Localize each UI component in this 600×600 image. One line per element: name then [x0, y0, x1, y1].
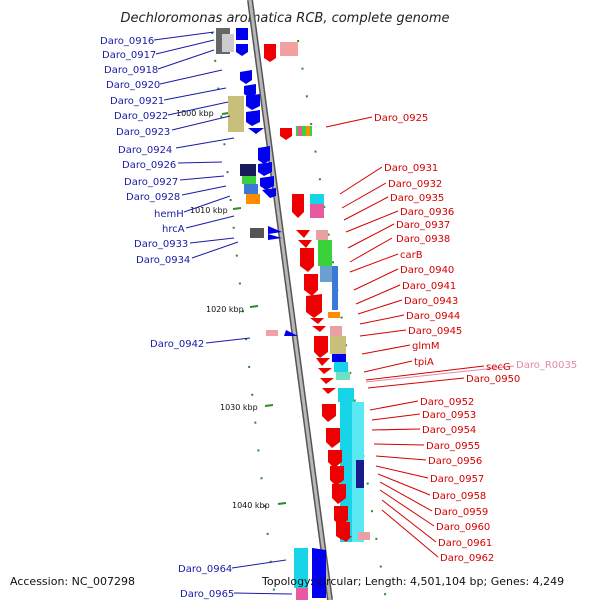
ruler-label-1040: 1040 kbp [232, 501, 270, 510]
gene-label[interactable]: Daro_0917 [102, 50, 156, 61]
gene-label[interactable]: Daro_0925 [374, 113, 428, 124]
forward-genes [216, 28, 326, 600]
right-leaders [325, 116, 485, 558]
ruler-tick-1030: 1030 kbp [220, 403, 274, 412]
gene-label[interactable]: Daro_0931 [384, 163, 438, 174]
rna-leader [365, 365, 515, 383]
gene-label[interactable]: Daro_0964 [178, 564, 232, 575]
gene-label[interactable]: Daro_0956 [428, 456, 482, 467]
gene-label[interactable]: Daro_0962 [440, 553, 494, 564]
gene-label[interactable]: Daro_0953 [422, 410, 476, 421]
gene-label[interactable]: Daro_0940 [400, 265, 454, 276]
gene-label[interactable]: Daro_0942 [150, 339, 204, 350]
gene-label[interactable]: Daro_0944 [406, 311, 460, 322]
gene-label[interactable]: Daro_0923 [116, 127, 170, 138]
accession-text: Accession: NC_007298 [10, 575, 136, 588]
gene-label[interactable]: Daro_0928 [126, 192, 180, 203]
gene-label[interactable]: Daro_0936 [400, 207, 454, 218]
gene-label[interactable]: Daro_0932 [388, 179, 442, 190]
genome-backbone [247, 0, 333, 600]
ruler-label-1030: 1030 kbp [220, 403, 258, 412]
right-gene-labels: Daro_0925 Daro_0931 Daro_0932 Daro_0935 … [374, 113, 520, 564]
gene-label[interactable]: Daro_0934 [136, 255, 190, 266]
gene-label[interactable]: glmM [412, 341, 440, 352]
ruler-label-1020: 1020 kbp [206, 305, 244, 314]
gene-label[interactable]: Daro_0918 [104, 65, 158, 76]
reverse-genes [264, 42, 370, 542]
ruler-label-1000: 1000 kbp [176, 109, 214, 118]
ruler-tick-1010: 1010 kbp [190, 206, 242, 215]
genome-summary: Topology: circular; Length: 4,501,104 bp… [262, 575, 565, 588]
gene-label[interactable]: tpiA [414, 357, 434, 368]
gene-label[interactable]: Daro_0945 [408, 326, 462, 337]
gene-label[interactable]: hrcA [162, 224, 185, 235]
left-gene-labels: Daro_0916 Daro_0917 Daro_0918 Daro_0920 … [100, 36, 234, 600]
gene-label[interactable]: Daro_0924 [118, 145, 172, 156]
gene-label[interactable]: Daro_0938 [396, 234, 450, 245]
gene-label[interactable]: Daro_0943 [404, 296, 458, 307]
gene-label[interactable]: Daro_0961 [438, 538, 492, 549]
gene-label[interactable]: hemH [154, 209, 184, 220]
left-leaders [153, 31, 293, 595]
gene-label[interactable]: Daro_0958 [432, 491, 486, 502]
ruler-tick-1020: 1020 kbp [206, 305, 259, 314]
gene-label[interactable]: Daro_0957 [430, 474, 484, 485]
ruler-tick-1040: 1040 kbp [232, 501, 287, 510]
gene-label[interactable]: Daro_0959 [434, 507, 488, 518]
gene-label[interactable]: Daro_0955 [426, 441, 480, 452]
gene-label[interactable]: Daro_0950 [466, 374, 520, 385]
gene-label[interactable]: Daro_0916 [100, 36, 154, 47]
gene-label[interactable]: Daro_0941 [402, 281, 456, 292]
gene-label[interactable]: Daro_0920 [106, 80, 160, 91]
rna-gene-label[interactable]: Daro_R0035 [516, 360, 577, 371]
gene-label[interactable]: secG [486, 362, 511, 373]
gene-label[interactable]: Daro_0927 [124, 177, 178, 188]
ruler-track [211, 31, 387, 600]
map-title: Dechloromonas aromatica RCB, complete ge… [120, 11, 449, 26]
gene-label[interactable]: Daro_0954 [422, 425, 476, 436]
gene-label[interactable]: Daro_0937 [396, 220, 450, 231]
gene-label[interactable]: Daro_0921 [110, 96, 164, 107]
gene-label[interactable]: Daro_0933 [134, 239, 188, 250]
gene-label[interactable]: Daro_0960 [436, 522, 490, 533]
ruler-tick-1000: 1000 kbp [176, 109, 230, 118]
ruler-label-1010: 1010 kbp [190, 206, 228, 215]
gene-label[interactable]: Daro_0926 [122, 160, 176, 171]
gene-label[interactable]: Daro_0965 [180, 589, 234, 600]
gene-label[interactable]: carB [400, 250, 423, 261]
gene-label[interactable]: Daro_0922 [114, 111, 168, 122]
gene-label[interactable]: Daro_0952 [420, 397, 474, 408]
gene-label[interactable]: Daro_0935 [390, 193, 444, 204]
